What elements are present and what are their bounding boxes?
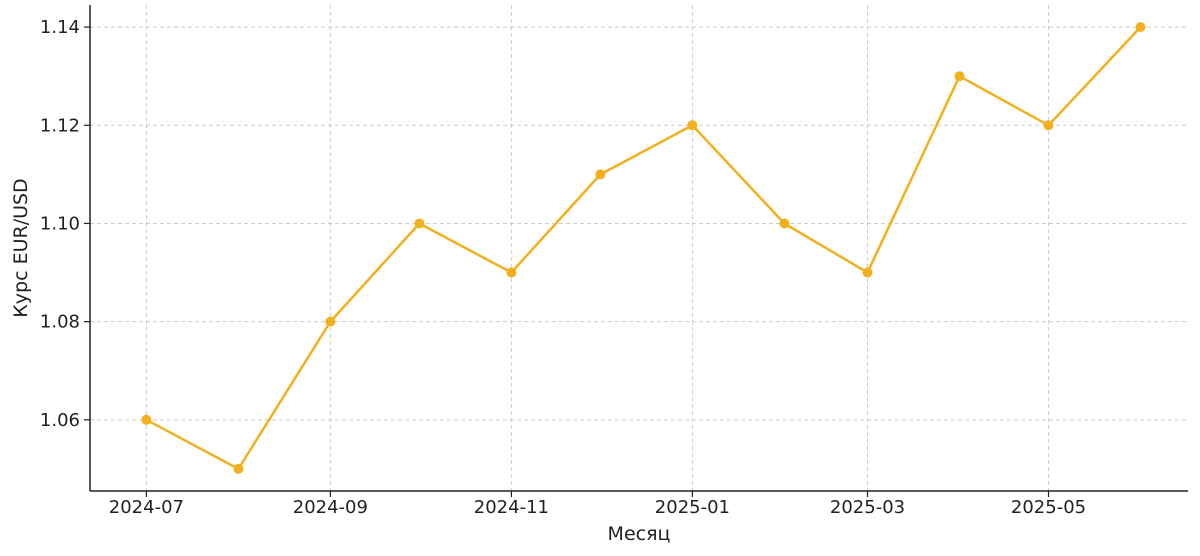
data-point (595, 169, 606, 180)
data-point (414, 218, 425, 229)
x-tick-label: 2024-11 (474, 497, 549, 518)
data-point (779, 218, 790, 229)
data-point (506, 267, 517, 278)
x-tick-label: 2025-03 (830, 497, 905, 518)
data-point (1043, 120, 1054, 131)
data-point (687, 120, 698, 131)
data-point (233, 463, 244, 474)
data-point (954, 71, 965, 82)
series-layer (141, 22, 1146, 474)
data-point (325, 316, 336, 327)
ticks-layer: 2024-07 2024-09 2024-11 2025-01 2025-03 2025-… (40, 17, 1086, 518)
y-tick-label: 1.06 (40, 410, 80, 431)
x-axis-title: Месяц (608, 523, 671, 545)
data-point (141, 414, 152, 425)
y-tick-label: 1.14 (40, 17, 80, 38)
x-tick-label: 2025-05 (1011, 497, 1086, 518)
y-axis-title: Курс EUR/USD (10, 178, 32, 317)
x-tick-label: 2024-09 (293, 497, 368, 518)
y-tick-label: 1.12 (40, 115, 80, 136)
series-line (145, 26, 1142, 471)
y-tick-label: 1.10 (40, 213, 80, 234)
y-tick-label: 1.08 (40, 312, 80, 333)
axes-layer (89, 5, 1188, 492)
data-point (1135, 22, 1146, 33)
grid-layer (90, 5, 1188, 491)
data-point (862, 267, 873, 278)
x-tick-label: 2024-07 (109, 497, 184, 518)
x-tick-label: 2025-01 (655, 497, 730, 518)
